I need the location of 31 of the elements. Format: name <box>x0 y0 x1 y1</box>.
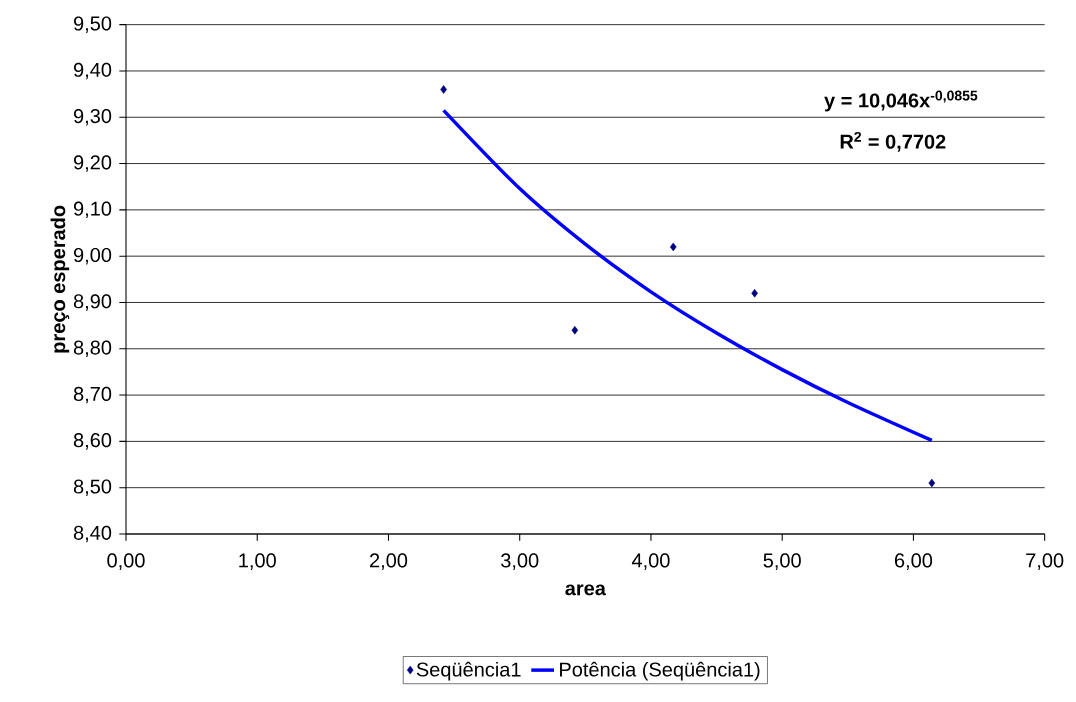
x-tick-label: 3,00 <box>501 553 539 570</box>
x-tick-label: 6,00 <box>894 553 933 570</box>
y-tick-label: 8,40 <box>73 525 112 543</box>
point <box>440 85 447 94</box>
x-tick-label: 1,00 <box>239 553 276 570</box>
y-tick-label: 8,60 <box>73 433 112 450</box>
y-axis-title: preço esperado <box>50 205 70 353</box>
legend-label: Seqüência1 <box>416 661 521 681</box>
x-axis-title: area <box>565 584 607 596</box>
x-tick-label: 4,00 <box>631 553 670 570</box>
y-tick-label: 8,90 <box>73 294 112 311</box>
point <box>571 325 579 335</box>
y-tick-label: 9,00 <box>73 247 112 265</box>
y-tick-label: 9,40 <box>73 62 112 80</box>
annotation: y = 10,046x$^{-0,0855}$ <box>824 90 978 112</box>
point <box>669 242 677 252</box>
point <box>928 478 936 488</box>
y-tick-label: 9,30 <box>73 109 112 126</box>
x-tick-label: 0,00 <box>107 553 145 570</box>
x-tick-label: 2,00 <box>370 553 408 570</box>
point <box>751 288 758 298</box>
y-tick-label: 8,80 <box>73 340 112 358</box>
x-tick-label: 5,00 <box>763 553 801 570</box>
x-tick-label: 7,00 <box>1026 553 1064 570</box>
y-tick-label: 9,10 <box>73 201 112 219</box>
annotation: R$^{2}$ = 0,7702 <box>840 131 946 152</box>
y-tick-label: 9,50 <box>73 16 112 33</box>
y-tick-label: 8,50 <box>73 479 112 496</box>
y-tick-label: 8,70 <box>73 386 112 404</box>
y-tick-label: 9,20 <box>73 155 112 172</box>
legend-label: Potência (Seqüência1) <box>560 661 760 681</box>
